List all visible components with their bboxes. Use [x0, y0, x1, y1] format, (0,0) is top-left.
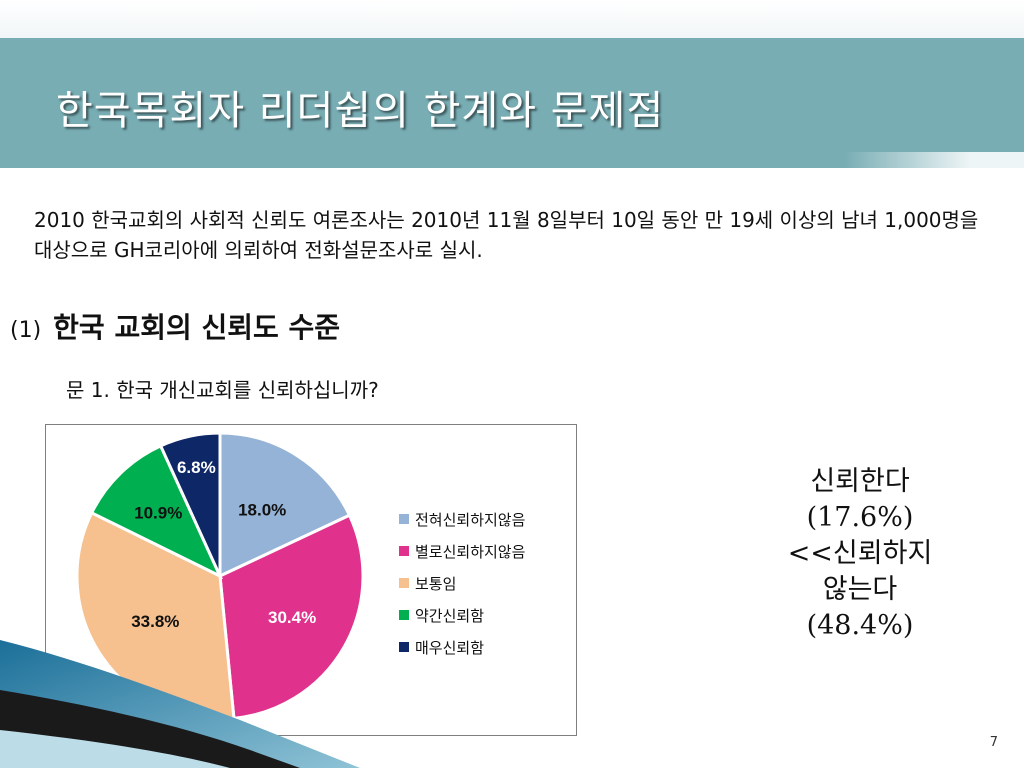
intro-text: 2010 한국교회의 사회적 신뢰도 여론조사는 2010년 11월 8일부터 … — [34, 208, 979, 262]
pie-chart: 18.0% 30.4% 33.8% 10.9% 6.8% — [75, 431, 365, 721]
pie-slice-5 — [158, 431, 222, 577]
pie-slice-4 — [89, 443, 224, 580]
legend-swatch-4 — [399, 610, 409, 620]
legend-item-5: 매우신뢰함 — [399, 631, 525, 663]
side-note-line-3: <<신뢰하지 — [787, 538, 933, 569]
legend-swatch-3 — [399, 578, 409, 588]
side-note-line-1: 신뢰한다 — [810, 466, 910, 497]
legend-item-1: 전혀신뢰하지않음 — [399, 503, 525, 535]
legend-label-2: 별로신뢰하지않음 — [415, 542, 526, 561]
section-heading: (1) 한국 교회의 신뢰도 수준 — [10, 306, 340, 346]
section-number: (1) — [10, 318, 42, 343]
header-decoration — [844, 152, 1024, 168]
legend-label-3: 보통임 — [415, 574, 457, 593]
side-note-line-5: (48.4%) — [806, 610, 914, 641]
swoosh-light — [0, 730, 230, 768]
pie-data-label-3: 33.8% — [131, 612, 179, 631]
pie-data-label-4: 10.9% — [134, 503, 182, 522]
slide-title: 한국목회자 리더쉽의 한계와 문제점 — [56, 88, 665, 134]
legend-item-3: 보통임 — [399, 567, 525, 599]
side-note-line-4: 않는다 — [822, 574, 898, 605]
pie-slice-1 — [218, 431, 352, 579]
page-number: 7 — [989, 735, 998, 750]
side-note: 신뢰한다 (17.6%) <<신뢰하지 않는다 (48.4%) — [760, 464, 960, 644]
side-note-line-2: (17.6%) — [806, 502, 914, 533]
corner-swoosh-decoration — [0, 640, 360, 768]
legend-swatch-2 — [399, 546, 409, 556]
pie-data-label-5: 6.8% — [177, 458, 216, 477]
pie-slice-2 — [218, 513, 365, 720]
legend-swatch-1 — [399, 514, 409, 524]
legend-label-4: 약간신뢰함 — [415, 606, 485, 625]
legend-swatch-5 — [399, 642, 409, 652]
legend-item-2: 별로신뢰하지않음 — [399, 535, 525, 567]
header-band — [0, 38, 1024, 168]
header-top-strip — [0, 0, 1024, 38]
survey-question: 문 1. 한국 개신교회를 신뢰하십니까? — [66, 378, 379, 402]
legend-item-4: 약간신뢰함 — [399, 599, 525, 631]
pie-data-label-2: 30.4% — [268, 608, 316, 627]
section-title: 한국 교회의 신뢰도 수준 — [53, 311, 341, 344]
legend-label-5: 매우신뢰함 — [415, 638, 485, 657]
legend-label-1: 전혀신뢰하지않음 — [415, 510, 526, 529]
pie-data-label-1: 18.0% — [238, 501, 286, 520]
